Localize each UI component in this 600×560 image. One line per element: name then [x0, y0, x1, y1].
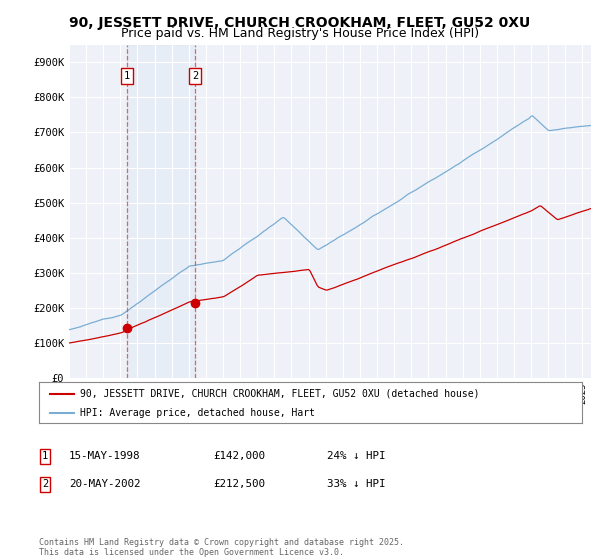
Text: 15-MAY-1998: 15-MAY-1998	[69, 451, 140, 461]
Text: £142,000: £142,000	[213, 451, 265, 461]
Text: 24% ↓ HPI: 24% ↓ HPI	[327, 451, 386, 461]
Text: Contains HM Land Registry data © Crown copyright and database right 2025.
This d: Contains HM Land Registry data © Crown c…	[39, 538, 404, 557]
Text: 2: 2	[42, 479, 48, 489]
Text: 33% ↓ HPI: 33% ↓ HPI	[327, 479, 386, 489]
Text: 90, JESSETT DRIVE, CHURCH CROOKHAM, FLEET, GU52 0XU: 90, JESSETT DRIVE, CHURCH CROOKHAM, FLEE…	[70, 16, 530, 30]
Text: £212,500: £212,500	[213, 479, 265, 489]
Bar	[127, 45, 196, 378]
Text: Price paid vs. HM Land Registry's House Price Index (HPI): Price paid vs. HM Land Registry's House …	[121, 27, 479, 40]
Text: 90, JESSETT DRIVE, CHURCH CROOKHAM, FLEET, GU52 0XU (detached house): 90, JESSETT DRIVE, CHURCH CROOKHAM, FLEE…	[80, 389, 479, 399]
Text: 1: 1	[124, 71, 130, 81]
Text: HPI: Average price, detached house, Hart: HPI: Average price, detached house, Hart	[80, 408, 315, 418]
Text: 1: 1	[42, 451, 48, 461]
Text: 2: 2	[192, 71, 199, 81]
Text: 20-MAY-2002: 20-MAY-2002	[69, 479, 140, 489]
